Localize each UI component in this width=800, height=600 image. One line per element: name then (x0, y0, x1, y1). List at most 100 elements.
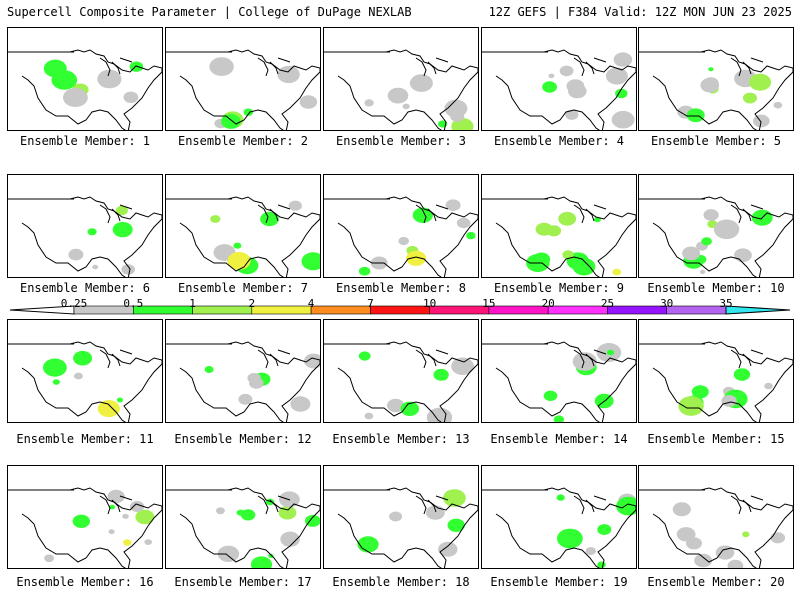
ensemble-map-svg (166, 487, 320, 568)
scp-contour-blob (398, 236, 409, 246)
scp-contour-blob (72, 514, 91, 528)
scp-contour-blob (451, 357, 474, 376)
map-outline (652, 341, 793, 422)
scp-contour-blob (672, 502, 691, 517)
scp-contour-blob (426, 505, 445, 520)
ensemble-member-map (7, 27, 163, 131)
scp-contour-blob (743, 92, 757, 104)
scp-contour-blob (238, 393, 253, 405)
map-outline (730, 495, 764, 515)
scp-contour-blob (52, 379, 60, 385)
ensemble-map-svg (8, 341, 162, 422)
scp-contour-blob (613, 52, 633, 67)
ensemble-member-label: Ensemble Member: 19 (490, 575, 628, 589)
scp-contour-blob (109, 504, 116, 510)
ensemble-member-label: Ensemble Member: 14 (490, 432, 628, 446)
ensemble-map-svg (8, 196, 162, 277)
map-outline (99, 495, 133, 515)
colorbar-tick-label: 0.5 (123, 297, 144, 310)
map-outline (415, 204, 449, 224)
map-outline (415, 349, 449, 369)
scp-contour-blob (260, 211, 279, 227)
scp-contour-blob (357, 536, 379, 553)
scp-contour-blob (556, 494, 565, 501)
scp-contour-blob (612, 268, 622, 276)
colorbar-max-arrow (725, 305, 791, 315)
scp-contour-blob (773, 101, 783, 109)
scp-contour-blob (466, 231, 476, 240)
ensemble-map-svg (482, 196, 636, 277)
ensemble-map-svg (482, 341, 636, 422)
scp-contour-blob (713, 219, 740, 240)
scp-contour-blob (277, 65, 300, 84)
ensemble-member-label: Ensemble Member: 5 (650, 134, 782, 148)
scp-contour-blob (594, 217, 601, 223)
valid-time-label: 12Z GEFS | F384 Valid: 12Z MON JUN 23 20… (488, 5, 792, 19)
scp-contour-blob (121, 264, 135, 275)
ensemble-member-label: Ensemble Member: 17 (174, 575, 312, 589)
ensemble-map-svg (8, 49, 162, 130)
ensemble-map-svg (324, 487, 478, 568)
ensemble-member-map (481, 319, 637, 423)
scp-contour-blob (209, 57, 234, 76)
scp-contour-blob (565, 109, 579, 120)
ensemble-map-svg (482, 49, 636, 130)
scp-contour-blob (443, 489, 466, 507)
scp-contour-blob (542, 81, 557, 93)
colorbar-tick-label: 0.25 (60, 297, 88, 310)
map-outline (415, 57, 449, 77)
ensemble-member-label: Ensemble Member: 18 (332, 575, 470, 589)
scp-contour-blob (400, 401, 420, 416)
scp-contour-blob (115, 205, 128, 216)
map-outline (730, 204, 764, 224)
scp-contour-blob (358, 351, 371, 361)
scp-contour-blob (387, 87, 409, 104)
map-outline (730, 57, 764, 77)
ensemble-member-map (165, 27, 321, 131)
scp-contour-blob (753, 114, 770, 128)
map-outline (337, 487, 478, 568)
scp-contour-blob (548, 73, 555, 79)
map-outline (257, 57, 291, 77)
scp-contour-blob (606, 349, 615, 356)
map-outline (99, 204, 133, 224)
scp-contour-blob (721, 395, 737, 407)
colorbar-segment (370, 305, 430, 315)
scp-contour-blob (708, 67, 714, 72)
ensemble-member-map (323, 27, 479, 131)
scp-contour-blob (63, 88, 88, 107)
scp-contour-blob (566, 79, 585, 93)
scp-contour-blob (691, 385, 709, 399)
colorbar-segment (547, 305, 608, 315)
map-outline (257, 204, 291, 224)
scp-contour-blob (439, 374, 448, 381)
scp-contour-blob (301, 252, 320, 271)
map-outline (179, 487, 320, 568)
ensemble-member-map (323, 319, 479, 423)
scp-contour-blob (250, 556, 273, 568)
scp-contour-blob (92, 264, 99, 270)
ensemble-member-label: Ensemble Member: 11 (16, 432, 154, 446)
scp-contour-blob (299, 95, 318, 109)
ensemble-map-svg (166, 196, 320, 277)
colorbar-segment (607, 305, 668, 315)
colorbar-segment (488, 305, 549, 315)
scp-contour-blob (387, 398, 405, 413)
map-outline (573, 495, 607, 515)
ensemble-member-label: Ensemble Member: 13 (332, 432, 470, 446)
scp-contour-blob (447, 518, 465, 532)
map-outline (730, 349, 764, 369)
scp-contour-blob (288, 200, 302, 211)
map-outline (573, 204, 607, 224)
ensemble-member-map (638, 319, 794, 423)
ensemble-map-svg (166, 341, 320, 422)
scp-contour-blob (233, 242, 242, 249)
scp-contour-blob (678, 396, 704, 416)
ensemble-map-svg (8, 487, 162, 568)
scp-contour-blob (43, 358, 67, 377)
map-outline (495, 49, 636, 130)
ensemble-member-map (323, 174, 479, 278)
colorbar-tick-label: 7 (367, 297, 374, 310)
map-outline (573, 349, 607, 369)
map-outline (99, 57, 133, 77)
